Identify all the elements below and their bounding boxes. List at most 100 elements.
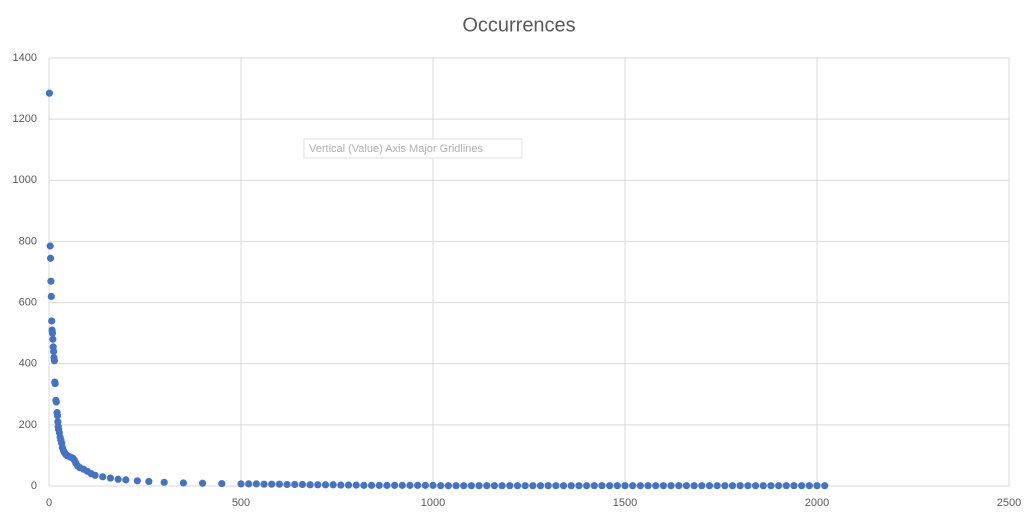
y-tick-label: 1400: [13, 52, 37, 64]
point: [321, 481, 330, 489]
point: [391, 481, 399, 489]
x-tick-label: 500: [232, 497, 250, 509]
x-tick-label: 2500: [997, 497, 1021, 509]
point: [498, 482, 506, 490]
point: [452, 482, 460, 490]
point: [160, 478, 168, 486]
point: [644, 482, 652, 490]
point: [467, 482, 475, 490]
point: [245, 480, 253, 488]
point: [598, 482, 606, 490]
point: [705, 482, 714, 490]
point: [821, 482, 829, 490]
point: [122, 476, 130, 484]
point: [636, 482, 644, 490]
point: [621, 482, 629, 490]
x-tick-label: 1000: [421, 497, 445, 509]
point: [782, 482, 790, 490]
point: [133, 477, 141, 485]
point: [529, 482, 537, 490]
point: [275, 480, 283, 488]
x-tick-label: 1500: [613, 497, 637, 509]
point: [48, 317, 56, 325]
y-tick-label: 800: [19, 235, 37, 247]
point: [659, 482, 668, 490]
point: [99, 473, 107, 481]
point: [813, 482, 821, 490]
tooltip: Vertical (Value) Axis Major Gridlines: [309, 143, 484, 155]
point: [559, 482, 568, 490]
point: [506, 482, 514, 490]
point: [283, 480, 291, 489]
point: [513, 482, 522, 490]
point: [536, 482, 545, 490]
point: [145, 477, 153, 486]
point: [544, 482, 552, 490]
point: [736, 482, 744, 490]
point: [682, 482, 691, 490]
point: [751, 482, 760, 490]
point: [759, 482, 767, 490]
point: [675, 482, 683, 490]
point: [790, 482, 798, 490]
point: [51, 379, 59, 388]
point: [252, 480, 260, 488]
point: [406, 481, 414, 489]
point: [46, 242, 54, 250]
x-tick-label: 2000: [805, 497, 829, 509]
point: [437, 482, 445, 490]
tooltip-box: [303, 138, 523, 159]
point: [590, 482, 598, 490]
point: [483, 482, 491, 490]
point: [583, 482, 591, 490]
point: [521, 482, 529, 490]
point: [314, 481, 322, 489]
point: [337, 481, 345, 489]
y-tick-label: 1000: [13, 174, 37, 186]
point: [360, 481, 368, 489]
x-tick-label: 0: [46, 497, 52, 509]
y-tick-label: 600: [19, 296, 37, 308]
point: [91, 471, 99, 479]
point: [460, 482, 468, 490]
point: [375, 481, 383, 489]
point: [429, 481, 437, 489]
point: [383, 481, 391, 489]
point: [606, 482, 614, 490]
point: [52, 398, 60, 406]
point: [613, 482, 621, 490]
point: [50, 357, 58, 365]
point: [179, 479, 187, 487]
point: [46, 254, 55, 262]
y-tick-label: 200: [19, 419, 37, 431]
point: [767, 482, 775, 490]
point: [298, 480, 307, 489]
point: [344, 481, 353, 489]
point: [352, 481, 360, 489]
point: [218, 479, 226, 488]
point: [713, 482, 721, 490]
y-tick-label: 400: [19, 358, 37, 370]
point: [798, 482, 806, 490]
point: [199, 479, 207, 487]
point: [805, 482, 813, 490]
y-tick-label: 0: [31, 480, 37, 492]
point: [114, 475, 122, 483]
point: [721, 482, 729, 490]
point: [47, 292, 55, 301]
point: [47, 277, 55, 285]
point: [667, 482, 675, 490]
point: [475, 482, 483, 490]
point: [53, 412, 62, 420]
point: [268, 480, 276, 488]
point: [45, 89, 53, 97]
point: [775, 482, 783, 490]
point: [49, 335, 57, 343]
point: [291, 480, 299, 489]
y-tick-label: 1200: [13, 113, 37, 125]
point: [367, 481, 376, 489]
point: [306, 481, 314, 489]
point: [421, 481, 429, 489]
